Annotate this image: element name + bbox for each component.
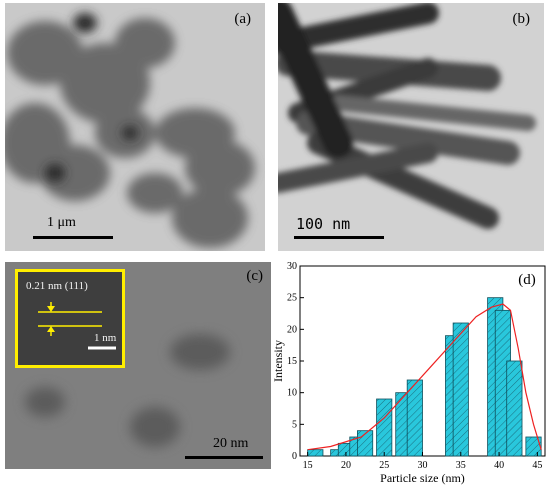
x-tick-label: 30: [418, 460, 428, 471]
panel-label-c: (c): [246, 268, 263, 284]
y-tick-label: 5: [292, 419, 297, 430]
x-tick-label: 25: [379, 460, 389, 471]
scale-bar-a: [33, 236, 113, 239]
histogram-bar: [307, 449, 324, 457]
x-tick-label: 45: [532, 460, 542, 471]
lattice-inset: 0.21 nm (111) 1 nm: [15, 269, 125, 368]
scale-label-a: 1 μm: [47, 215, 76, 230]
histogram-bar: [452, 322, 469, 457]
histogram-bar: [376, 398, 393, 457]
particle-size-histogram: 15 20 25 30 35 40 45 0 5 10 15 20 25 30 (d) Particle …: [271, 258, 550, 489]
y-axis-label: Intensity: [272, 340, 285, 382]
panel-label-b: (b): [512, 11, 531, 27]
histogram-bar: [525, 436, 542, 457]
x-tick-label: 35: [456, 460, 466, 471]
histogram-svg: 15 20 25 30 35 40 45 0 5 10 15 20 25 30 (d) Particle …: [271, 261, 546, 485]
fit-curve: [307, 303, 542, 451]
scale-label-b: 100 nm: [296, 215, 351, 233]
inset-scale-label: 1 nm: [94, 332, 117, 344]
y-tick-label: 15: [287, 356, 297, 367]
x-axis-label: Particle size (nm): [380, 471, 465, 485]
hrtem-image-c: 0.21 nm (111) 1 nm (c) 20 nm: [5, 262, 271, 469]
x-tick-label: 15: [303, 460, 313, 471]
histogram-bar: [506, 360, 523, 457]
scale-bar-c: [185, 456, 263, 459]
y-tick-label: 20: [287, 324, 297, 335]
y-tick-label: 10: [287, 388, 297, 399]
y-tick-label: 30: [287, 261, 297, 272]
lattice-spacing-label: 0.21 nm (111): [26, 280, 88, 292]
tem-image-a: (a) 1 μm: [5, 3, 265, 251]
panel-label-d: (d): [518, 272, 536, 288]
tem-texture-a: [5, 13, 255, 248]
scale-bar-b: [294, 236, 384, 239]
x-tick-label: 40: [494, 460, 504, 471]
y-tick-label: 0: [292, 451, 297, 462]
lattice-spacing-marker: [38, 302, 116, 350]
tem-texture-b: [278, 3, 536, 229]
tem-image-b: (b) 100 nm: [278, 3, 544, 251]
y-tick-label: 25: [287, 293, 297, 304]
x-tick-label: 20: [341, 460, 351, 471]
panel-label-a: (a): [234, 11, 251, 27]
scale-label-c: 20 nm: [213, 436, 249, 451]
hrtem-texture-c: [25, 334, 230, 447]
histogram-bar: [406, 379, 423, 457]
